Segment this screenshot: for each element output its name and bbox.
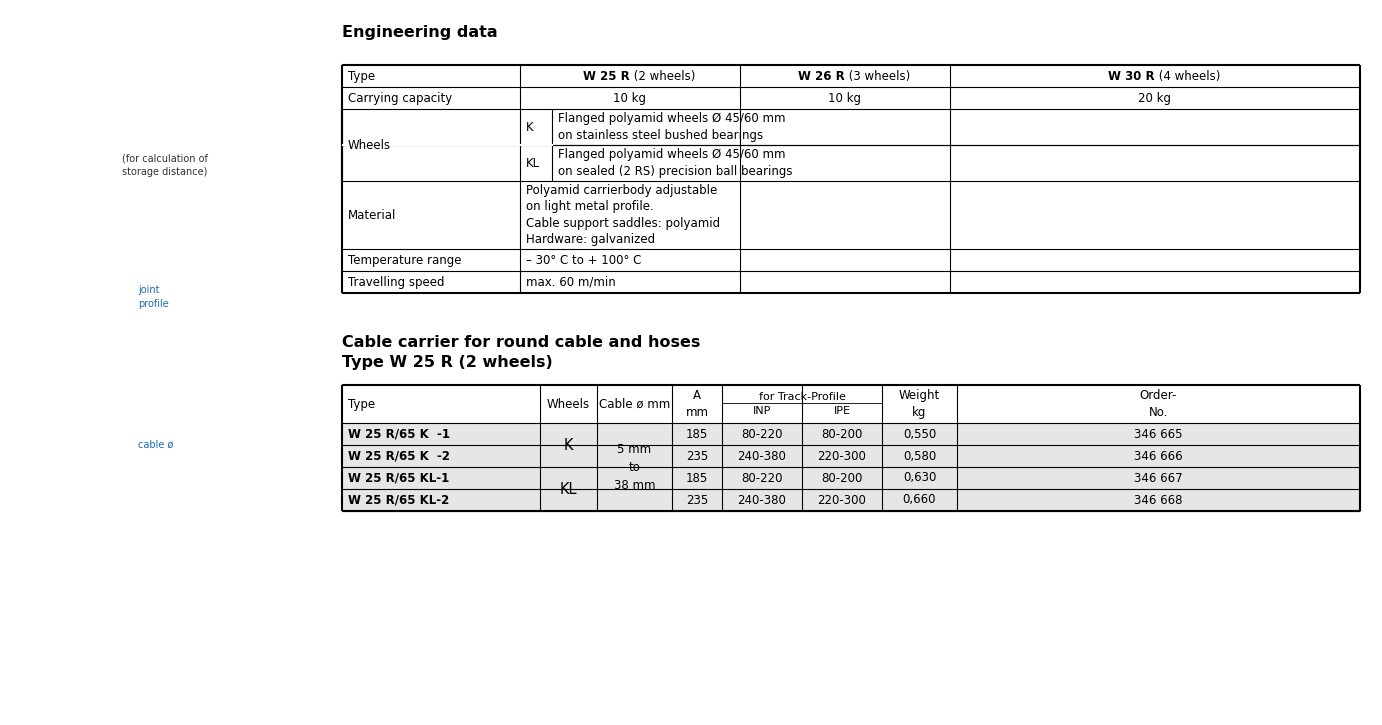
Text: 0,580: 0,580 — [902, 450, 936, 463]
Text: 80-200: 80-200 — [821, 428, 862, 441]
Text: for Track-Profile: for Track-Profile — [759, 392, 846, 402]
Text: Flanged polyamid wheels Ø 45/60 mm
on stainless steel bushed bearings: Flanged polyamid wheels Ø 45/60 mm on st… — [558, 112, 785, 142]
Text: 235: 235 — [685, 494, 708, 507]
Text: 240-380: 240-380 — [738, 494, 786, 507]
Text: 346 667: 346 667 — [1135, 471, 1183, 484]
Text: W 25 R/65 KL-2: W 25 R/65 KL-2 — [348, 494, 449, 507]
Text: Carrying capacity: Carrying capacity — [348, 91, 452, 104]
Bar — [343, 489, 1360, 510]
Text: Cable ø mm: Cable ø mm — [598, 397, 670, 410]
Text: Flanged polyamid wheels Ø 45/60 mm
on sealed (2 RS) precision ball bearings: Flanged polyamid wheels Ø 45/60 mm on se… — [558, 148, 792, 178]
Text: 346 666: 346 666 — [1135, 450, 1183, 463]
Text: Material: Material — [348, 209, 397, 222]
Text: KL: KL — [527, 157, 540, 170]
Text: – 30° C to + 100° C: – 30° C to + 100° C — [527, 254, 641, 267]
Text: 235: 235 — [685, 450, 708, 463]
Text: Order-
No.: Order- No. — [1140, 389, 1177, 419]
Bar — [343, 445, 1360, 467]
Text: Cable carrier for round cable and hoses: Cable carrier for round cable and hoses — [341, 335, 701, 350]
Text: 0,550: 0,550 — [902, 428, 936, 441]
Text: max. 60 m/min: max. 60 m/min — [527, 276, 616, 289]
Text: 0,660: 0,660 — [902, 494, 936, 507]
Text: joint
profile: joint profile — [138, 286, 169, 309]
Text: Type: Type — [348, 397, 375, 410]
Text: (4 wheels): (4 wheels) — [1155, 70, 1220, 83]
Text: K: K — [564, 437, 574, 452]
Text: 185: 185 — [685, 471, 708, 484]
Text: W 25 R: W 25 R — [583, 70, 630, 83]
Text: Type: Type — [348, 70, 375, 83]
Text: 220-300: 220-300 — [818, 494, 867, 507]
Text: W 25 R/65 K  -2: W 25 R/65 K -2 — [348, 450, 451, 463]
Text: W 26 R: W 26 R — [799, 70, 844, 83]
Text: Temperature range: Temperature range — [348, 254, 462, 267]
Text: (for calculation of
storage distance): (for calculation of storage distance) — [122, 154, 207, 177]
Text: 10 kg: 10 kg — [828, 91, 861, 104]
Text: Engineering data: Engineering data — [341, 25, 498, 40]
Text: W 25 R/65 KL-1: W 25 R/65 KL-1 — [348, 471, 449, 484]
Text: (2 wheels): (2 wheels) — [630, 70, 695, 83]
Text: Travelling speed: Travelling speed — [348, 276, 445, 289]
Text: Polyamid carrierbody adjustable
on light metal profile.
Cable support saddles: p: Polyamid carrierbody adjustable on light… — [527, 183, 720, 247]
Text: 80-220: 80-220 — [741, 471, 782, 484]
Text: 220-300: 220-300 — [818, 450, 867, 463]
Text: INP: INP — [753, 406, 771, 416]
Bar — [343, 468, 1360, 489]
Text: Wheels: Wheels — [547, 397, 590, 410]
Text: KL: KL — [560, 481, 578, 497]
Text: W 25 R/65 K  -1: W 25 R/65 K -1 — [348, 428, 451, 441]
Text: Weight
kg: Weight kg — [898, 389, 940, 419]
Text: 80-220: 80-220 — [741, 428, 782, 441]
Text: 5 mm
to
38 mm: 5 mm to 38 mm — [614, 442, 655, 492]
Text: IPE: IPE — [833, 406, 850, 416]
Text: 20 kg: 20 kg — [1139, 91, 1172, 104]
Text: Wheels: Wheels — [348, 138, 391, 152]
Text: A
mm: A mm — [685, 389, 709, 419]
Text: (3 wheels): (3 wheels) — [844, 70, 911, 83]
Text: 346 665: 346 665 — [1135, 428, 1183, 441]
Text: K: K — [527, 120, 533, 133]
Text: 346 668: 346 668 — [1135, 494, 1183, 507]
Bar — [343, 423, 1360, 444]
Text: 0,630: 0,630 — [902, 471, 936, 484]
Text: 80-200: 80-200 — [821, 471, 862, 484]
Text: W 30 R: W 30 R — [1108, 70, 1155, 83]
Text: 10 kg: 10 kg — [614, 91, 647, 104]
Text: Type W 25 R (2 wheels): Type W 25 R (2 wheels) — [341, 355, 553, 370]
Text: 185: 185 — [685, 428, 708, 441]
Text: cable ø: cable ø — [138, 440, 173, 450]
Text: 240-380: 240-380 — [738, 450, 786, 463]
